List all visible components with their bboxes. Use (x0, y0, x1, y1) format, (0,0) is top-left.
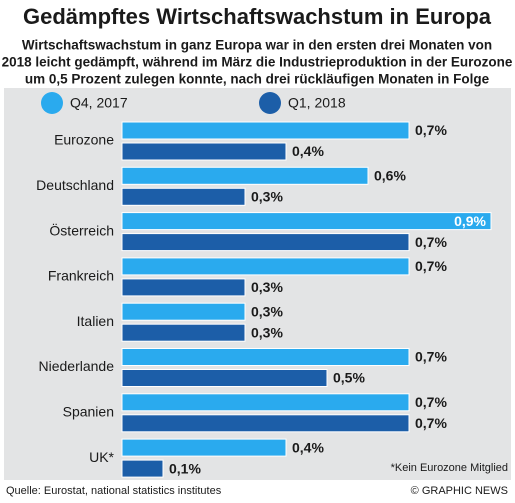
value-label: 0,5% (333, 370, 365, 386)
legend-label: Q1, 2018 (288, 95, 346, 111)
chart-title: Gedämpftes Wirtschaftswachstum in Europa (23, 4, 492, 29)
bar (121, 323, 246, 342)
bar (121, 212, 492, 231)
bar (121, 459, 164, 478)
bar (121, 121, 410, 140)
category-label: Italien (77, 313, 114, 329)
subtitle: 2018 leicht gedämpft, während im März di… (2, 55, 513, 70)
source: Quelle: Eurostat, national statistics in… (6, 485, 222, 497)
category-label: Niederlande (39, 358, 115, 374)
category-label: Spanien (63, 404, 114, 420)
value-label: 0,1% (169, 460, 201, 476)
bar (121, 166, 369, 185)
value-label: 0,7% (415, 234, 447, 250)
value-label: 0,7% (415, 349, 447, 365)
value-label: 0,7% (415, 258, 447, 274)
bar (121, 233, 410, 252)
value-label: 0,9% (454, 213, 486, 229)
bar (121, 257, 410, 276)
bar (121, 414, 410, 433)
legend-swatch (259, 92, 281, 114)
subtitle: um 0,5 Prozent zulegen konnte, nach drei… (25, 72, 490, 87)
category-label: Frankreich (48, 268, 114, 284)
value-label: 0,3% (251, 189, 283, 205)
bar (121, 187, 246, 206)
category-label: Deutschland (36, 177, 114, 193)
bar (121, 278, 246, 297)
bar (121, 393, 410, 412)
footnote: *Kein Eurozone Mitglied (391, 462, 508, 474)
bar (121, 348, 410, 366)
bar (121, 302, 246, 321)
value-label: 0,3% (251, 324, 283, 340)
value-label: 0,4% (292, 439, 324, 455)
value-label: 0,7% (415, 122, 447, 138)
bar (121, 369, 328, 387)
value-label: 0,6% (374, 168, 406, 184)
category-label: Österreich (49, 221, 114, 238)
credit: © GRAPHIC NEWS (411, 485, 508, 497)
bar (121, 142, 287, 161)
value-label: 0,3% (251, 303, 283, 319)
category-label: Eurozone (54, 132, 114, 148)
value-label: 0,7% (415, 394, 447, 410)
bar (121, 438, 287, 457)
legend-label: Q4, 2017 (70, 95, 128, 111)
legend-swatch (41, 92, 63, 114)
value-label: 0,3% (251, 279, 283, 295)
subtitle: Wirtschaftswachstum in ganz Europa war i… (22, 38, 492, 53)
value-label: 0,4% (292, 143, 324, 159)
value-label: 0,7% (415, 415, 447, 431)
category-label: UK* (89, 449, 114, 465)
